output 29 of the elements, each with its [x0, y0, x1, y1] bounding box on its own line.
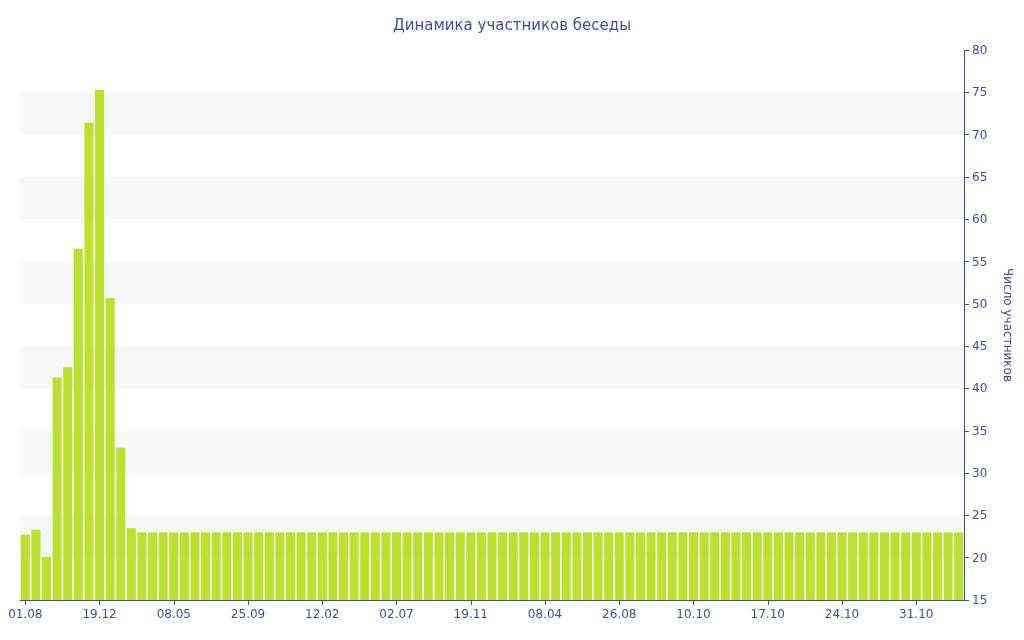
y-tick-label: 65 — [972, 169, 988, 184]
y-tick-label: 20 — [972, 550, 988, 565]
y-tick-label: 30 — [972, 466, 988, 481]
y-tick-label: 75 — [972, 85, 988, 100]
x-tick-label: 10.10 — [676, 607, 711, 621]
x-tick-label: 31.10 — [899, 607, 934, 621]
y-tick-label: 70 — [972, 127, 988, 142]
y-axis-title: Число участников — [1001, 268, 1015, 382]
y-tick-label: 60 — [972, 212, 988, 227]
x-tick-label: 24.10 — [824, 607, 860, 621]
y-tick-label: 45 — [972, 339, 988, 354]
x-tick-label: 19.11 — [453, 607, 488, 621]
y-tick-label: 55 — [972, 254, 988, 269]
y-tick-label: 35 — [972, 423, 988, 438]
x-tick-label: 17.10 — [750, 607, 785, 621]
x-tick-label: 02.07 — [379, 607, 414, 621]
x-tick-label: 19.12 — [82, 607, 117, 621]
x-tick-label: 01.08 — [8, 607, 43, 621]
y-tick-label: 25 — [972, 508, 988, 523]
x-tick-label: 26.08 — [602, 607, 637, 621]
chart-title: Динамика участников беседы — [392, 15, 632, 34]
x-tick-label: 08.05 — [156, 607, 191, 621]
x-tick-label: 12.02 — [305, 607, 340, 621]
y-tick-label: 80 — [972, 43, 988, 57]
x-tick-label: 25.09 — [230, 607, 266, 621]
y-tick-label: 50 — [972, 296, 988, 311]
x-tick-label: 08.04 — [527, 607, 563, 621]
y-tick-label: 40 — [972, 381, 988, 396]
y-tick-label: 15 — [972, 593, 988, 607]
